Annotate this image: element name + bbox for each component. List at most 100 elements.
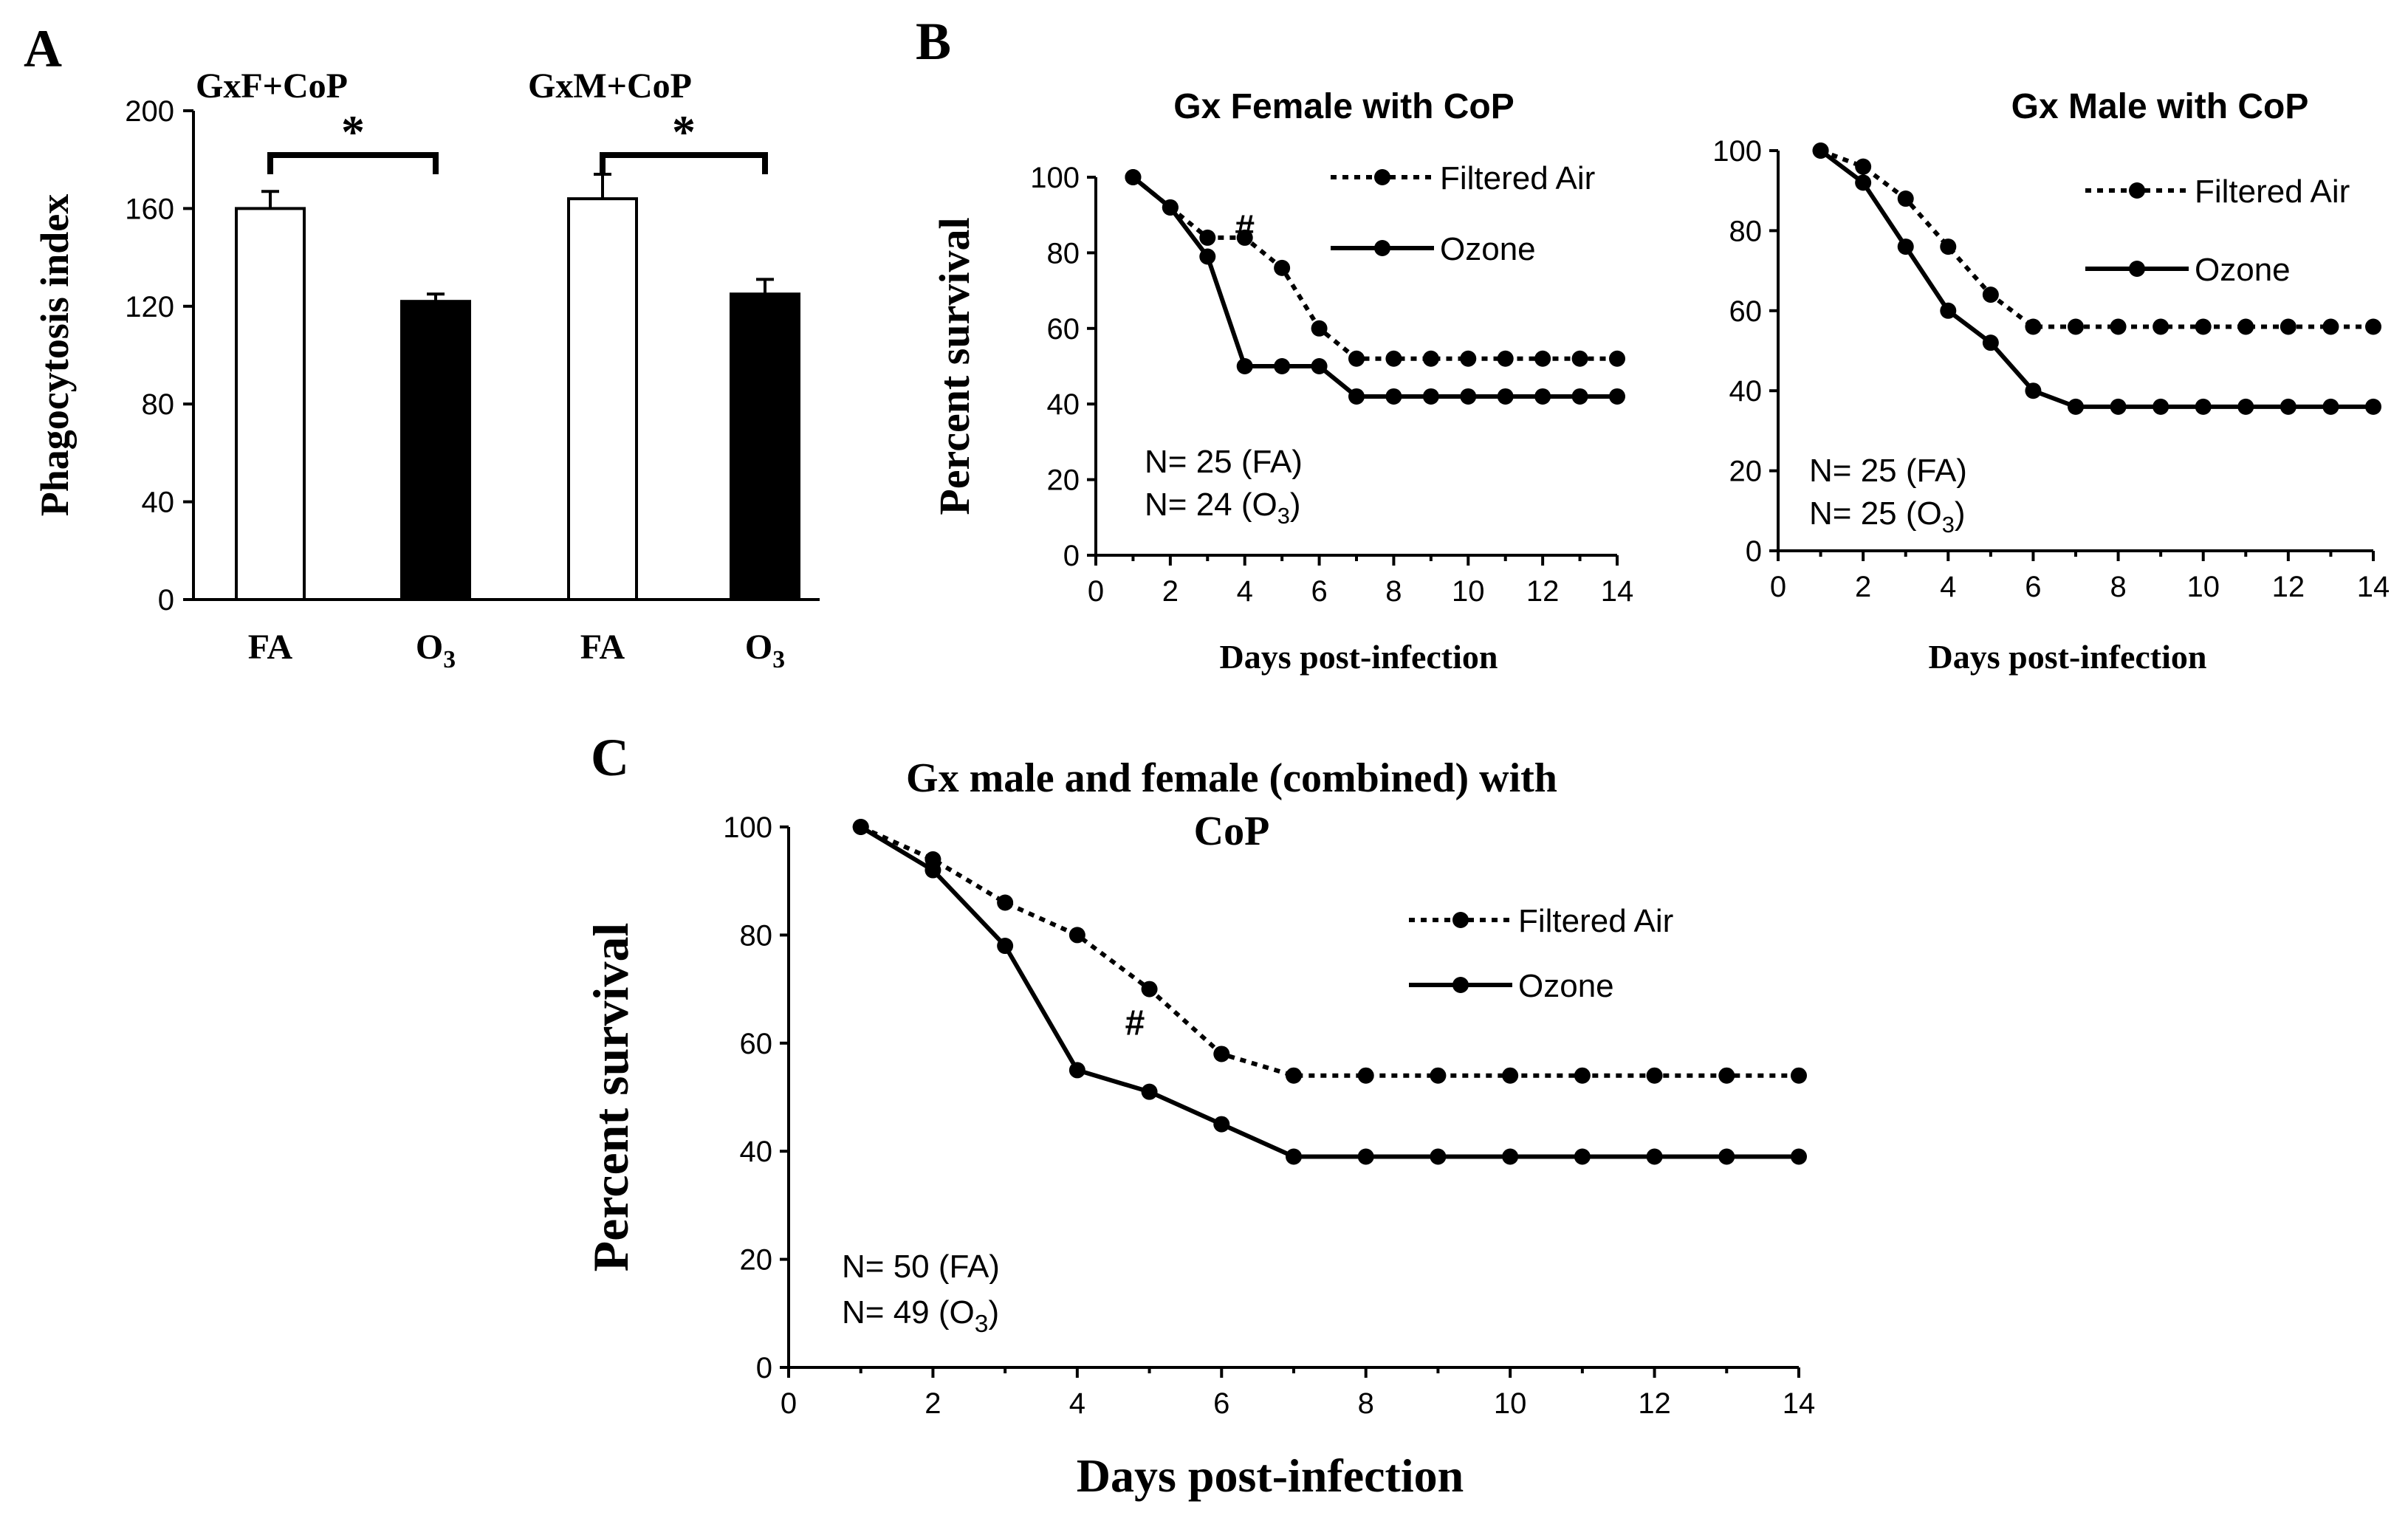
legend-marker bbox=[2129, 261, 2145, 277]
y-tick-label: 120 bbox=[125, 291, 174, 323]
bar-label: O3 bbox=[745, 628, 785, 673]
significance-hash: # bbox=[1235, 209, 1255, 248]
significance-bracket bbox=[600, 152, 768, 174]
filtered-air-point bbox=[1609, 350, 1625, 367]
ozone-point bbox=[997, 938, 1014, 955]
ozone-point bbox=[2068, 398, 2084, 415]
legend-label: Ozone bbox=[1440, 231, 1536, 267]
filtered-air-point bbox=[1897, 190, 1914, 207]
x-tick-label: 14 bbox=[1783, 1387, 1816, 1420]
x-tick-label: 14 bbox=[2357, 571, 2390, 603]
filtered-air-point bbox=[1385, 350, 1402, 367]
ozone-point bbox=[1422, 388, 1439, 405]
bar-label: O3 bbox=[416, 628, 456, 673]
x-tick-label: 2 bbox=[1855, 571, 1871, 603]
filtered-air-point bbox=[1430, 1067, 1447, 1084]
ozone-point bbox=[1311, 358, 1328, 374]
x-tick-label: 0 bbox=[1088, 575, 1104, 608]
y-tick-label: 40 bbox=[740, 1136, 773, 1168]
x-axis-label: Days post-infection bbox=[1929, 638, 2207, 676]
ozone-point bbox=[1430, 1148, 1447, 1165]
ozone-point bbox=[1940, 302, 1957, 319]
x-tick-label: 12 bbox=[1526, 575, 1560, 608]
ozone-point bbox=[1855, 174, 1872, 191]
legend-marker bbox=[1374, 240, 1390, 256]
bar-label: FA bbox=[248, 628, 293, 667]
ozone-point bbox=[1125, 169, 1142, 185]
bar bbox=[567, 197, 638, 602]
ozone-point bbox=[1460, 388, 1477, 405]
filtered-air-point bbox=[1311, 320, 1328, 337]
ozone-point bbox=[1812, 143, 1829, 159]
legend-label: Ozone bbox=[2195, 252, 2291, 288]
filtered-air-point bbox=[1940, 238, 1957, 255]
ozone-point bbox=[2237, 398, 2254, 415]
y-tick-label: 0 bbox=[1063, 540, 1080, 572]
y-tick-label: 200 bbox=[125, 95, 174, 128]
ozone-point bbox=[1534, 388, 1551, 405]
y-tick-label: 40 bbox=[142, 487, 175, 519]
filtered-air-point bbox=[2153, 318, 2169, 335]
sample-size-label: N= 24 (O3) bbox=[1145, 487, 1301, 529]
x-tick-label: 0 bbox=[781, 1387, 797, 1420]
filtered-air-point bbox=[2237, 318, 2254, 335]
sample-size-label: N= 25 (FA) bbox=[1145, 444, 1303, 480]
legend-marker bbox=[1452, 912, 1469, 928]
group-label: GxM+CoP bbox=[528, 66, 692, 106]
significance-star: * bbox=[341, 106, 365, 158]
y-tick-label: 80 bbox=[1729, 215, 1763, 247]
legend-marker bbox=[1374, 169, 1390, 185]
filtered-air-point bbox=[1534, 350, 1551, 367]
filtered-air-point bbox=[1855, 158, 1872, 175]
legend-label: Filtered Air bbox=[1518, 903, 1673, 939]
y-tick-label: 100 bbox=[1030, 162, 1080, 194]
x-tick-label: 6 bbox=[2025, 571, 2041, 603]
ozone-point bbox=[925, 862, 941, 879]
filtered-air-point bbox=[1357, 1067, 1374, 1084]
y-tick-label: 20 bbox=[1047, 464, 1080, 497]
ozone-point bbox=[1571, 388, 1588, 405]
ozone-point bbox=[1646, 1148, 1663, 1165]
x-tick-label: 6 bbox=[1311, 575, 1327, 608]
y-tick-label: 20 bbox=[740, 1244, 773, 1277]
ozone-line bbox=[860, 825, 1799, 1159]
ozone-point bbox=[2195, 398, 2212, 415]
x-tick-label: 10 bbox=[1452, 575, 1485, 608]
x-tick-label: 2 bbox=[925, 1387, 941, 1420]
y-tick-label: 100 bbox=[1712, 135, 1762, 168]
sample-size-label: N= 50 (FA) bbox=[842, 1249, 1000, 1285]
filtered-air-point bbox=[1286, 1067, 1302, 1084]
ozone-point bbox=[1502, 1148, 1519, 1165]
filtered-air-point bbox=[1791, 1067, 1807, 1084]
ozone-point bbox=[1068, 1062, 1085, 1079]
y-tick-label: 0 bbox=[158, 584, 174, 617]
panel-label-a: A bbox=[24, 19, 62, 78]
y-tick-label: 40 bbox=[1729, 375, 1763, 408]
ozone-point bbox=[1497, 388, 1514, 405]
sample-size-label: N= 25 (FA) bbox=[1809, 453, 1967, 489]
filtered-air-line bbox=[860, 825, 1799, 1078]
bar-label: FA bbox=[580, 628, 625, 667]
sample-size-label: N= 49 (O3) bbox=[842, 1294, 999, 1338]
filtered-air-point bbox=[1718, 1067, 1735, 1084]
filtered-air-point bbox=[1199, 229, 1216, 246]
y-tick-label: 60 bbox=[1729, 295, 1763, 328]
filtered-air-point bbox=[1422, 350, 1439, 367]
y-tick-label: 40 bbox=[1047, 388, 1080, 421]
ozone-point bbox=[1982, 334, 1999, 351]
x-axis-label: Days post-infection bbox=[1220, 638, 1498, 676]
ozone-point bbox=[1609, 388, 1625, 405]
ozone-point bbox=[2280, 398, 2296, 415]
filtered-air-point bbox=[2110, 318, 2127, 335]
y-tick-label: 0 bbox=[1746, 535, 1762, 568]
ozone-point bbox=[1897, 238, 1914, 255]
sample-size-label: N= 25 (O3) bbox=[1809, 495, 1966, 538]
legend-label: Filtered Air bbox=[2195, 174, 2350, 210]
ozone-point bbox=[2110, 398, 2127, 415]
x-tick-label: 0 bbox=[1770, 571, 1786, 603]
filtered-air-line bbox=[1819, 148, 2373, 329]
y-tick-label: 80 bbox=[1047, 237, 1080, 269]
x-tick-label: 8 bbox=[1358, 1387, 1374, 1420]
legend-marker bbox=[1452, 977, 1469, 993]
filtered-air-line bbox=[1131, 175, 1617, 361]
